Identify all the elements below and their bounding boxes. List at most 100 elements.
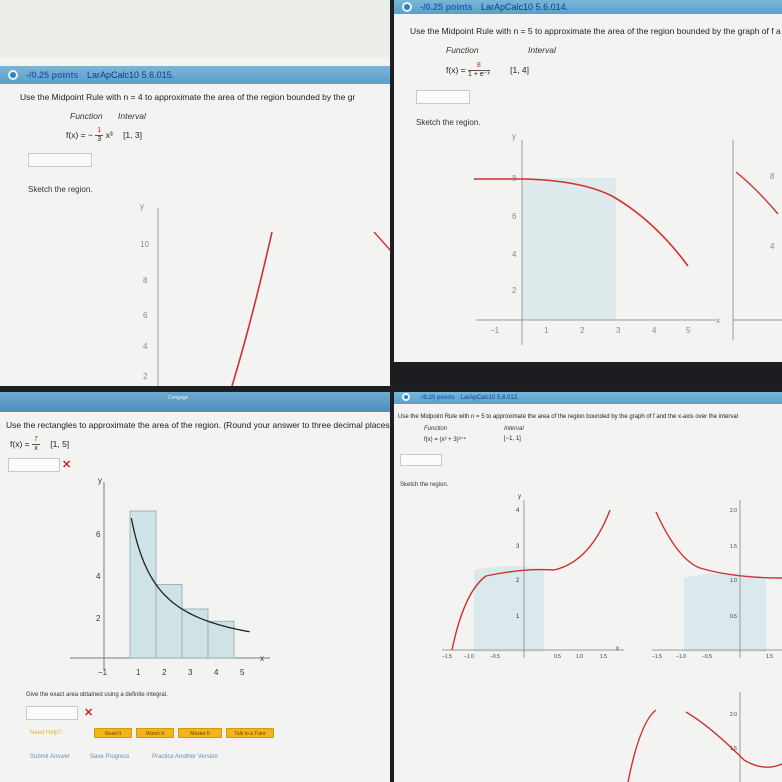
sketch-label: Sketch the region.	[400, 482, 449, 488]
interval-value: [1, 3]	[123, 129, 142, 140]
x-tick-neg1-5: −1.5	[442, 654, 452, 660]
submit-answer-link[interactable]: Submit Answer	[30, 754, 71, 760]
function-expression: f(x) = (x³ + 3)³ᐟ⁴	[424, 437, 466, 443]
y-tick-2: 2	[512, 286, 517, 295]
interval-value: [1, 4]	[510, 64, 530, 75]
interval-value: [1, 5]	[50, 438, 70, 449]
status-icon	[402, 2, 412, 12]
sketch-label: Sketch the region.	[28, 185, 93, 194]
x-tick-3: 3	[188, 668, 193, 677]
function-lhs: f(x) =	[10, 438, 30, 449]
x-tick-4: 4	[214, 668, 219, 677]
y-axis-label: y	[518, 494, 521, 500]
shaded-region	[522, 178, 616, 320]
x-tick-0-5: 0.5	[554, 654, 561, 660]
read-it-button[interactable]: Read It	[94, 728, 132, 738]
function-curve	[451, 509, 611, 651]
x-tick-3: 3	[616, 326, 621, 335]
y-tick-4: 4	[96, 572, 101, 581]
assignment-id: LarApCalc10 5.6.014.	[481, 2, 569, 12]
lower-y-tick-2-0: 2.0	[730, 712, 737, 718]
x-axis-label: x	[616, 646, 619, 652]
y-tick-4: 4	[512, 250, 517, 259]
x-tick-neg1-0: −1.0	[464, 654, 474, 660]
fraction-numerator: 1	[95, 127, 104, 136]
need-help-label: Need Help?	[30, 730, 62, 736]
header-strip: Cengage	[0, 392, 390, 412]
y-tick-4: 4	[516, 508, 520, 514]
panel-rectangle-approximation: Cengage Use the rectangles to approximat…	[0, 392, 390, 782]
fraction-numerator: 8	[467, 62, 490, 71]
x-tick-2: 2	[162, 668, 167, 677]
right-y-tick-1-0: 1.0	[730, 578, 737, 584]
neighbor-curve-fragment	[373, 231, 390, 251]
right-y-tick-0-5: 0.5	[730, 614, 737, 620]
question-prompt: Use the Midpoint Rule with n = 5 to appr…	[410, 26, 781, 36]
exact-area-prompt: Give the exact area obtained using a def…	[26, 692, 168, 698]
shaded-region	[474, 566, 544, 652]
adjacent-y-tick-8: 8	[770, 172, 775, 181]
rectangle-graph	[70, 482, 270, 670]
right-y-tick-2-0: 2.0	[730, 508, 737, 514]
right-x-tick-1-5: 1.5	[766, 654, 773, 660]
y-tick-2: 2	[143, 372, 148, 381]
question-prompt: Use the rectangles to approximate the ar…	[6, 420, 390, 430]
y-tick-3: 3	[516, 544, 520, 550]
question-prompt: Use the Midpoint Rule with n = 4 to appr…	[20, 92, 356, 102]
watch-it-button[interactable]: Watch It	[136, 728, 174, 738]
y-tick-1: 1	[516, 614, 520, 620]
points-label: -/0.25 points	[420, 2, 473, 12]
x-tick-4: 4	[652, 326, 657, 335]
function-rhs: x³	[105, 129, 113, 140]
right-y-tick-1-5: 1.5	[730, 544, 737, 550]
x-tick-neg1: −1	[490, 326, 500, 335]
master-it-button[interactable]: Master It	[178, 728, 222, 738]
sketch-graph[interactable]	[394, 0, 782, 362]
function-header: Function	[70, 111, 103, 121]
answer-input[interactable]	[416, 90, 470, 104]
exact-area-input[interactable]	[26, 706, 78, 720]
x-tick-neg0-5: −0.5	[490, 654, 500, 660]
x-axis-label: x	[260, 654, 264, 663]
sketch-label: Sketch the region.	[416, 118, 481, 127]
y-tick-4: 4	[143, 342, 148, 351]
answer-input[interactable]	[8, 458, 60, 472]
x-tick-2: 2	[580, 326, 585, 335]
points-label: -/0.25 points	[26, 70, 79, 80]
sketch-graph[interactable]	[0, 0, 390, 386]
answer-input[interactable]	[400, 454, 442, 466]
adjacent-curve	[735, 171, 779, 215]
talk-to-tutor-button[interactable]: Talk to a Tutor	[226, 728, 274, 738]
approx-rectangle	[207, 620, 235, 659]
question-header-bar: -/0.25 points LarApCalc10 5.6.015.	[0, 66, 390, 84]
answer-input[interactable]	[28, 153, 92, 167]
right-x-tick-neg1-5: −1.5	[652, 654, 662, 660]
function-lhs: f(x) = −	[66, 129, 93, 140]
y-axis-label: y	[140, 202, 144, 211]
interval-header: Interval	[528, 45, 556, 55]
right-function-curve	[655, 511, 782, 579]
y-tick-8: 8	[512, 174, 517, 183]
function-curve	[231, 231, 273, 386]
x-tick-5: 5	[240, 668, 245, 677]
y-axis-label: y	[98, 476, 102, 485]
lower-y-tick-1-5: 1.5	[730, 746, 737, 752]
x-tick-1-0: 1.0	[576, 654, 583, 660]
adjacent-y-tick-4: 4	[770, 242, 775, 251]
page-top-blank	[0, 0, 390, 58]
lower-curve	[627, 709, 782, 782]
x-axis-label: x	[716, 316, 720, 325]
practice-another-link[interactable]: Practice Another Version	[152, 754, 218, 760]
fraction-numerator: 7	[31, 436, 40, 445]
save-progress-link[interactable]: Save Progress	[90, 754, 130, 760]
y-tick-6: 6	[143, 311, 148, 320]
status-icon	[8, 70, 18, 80]
sketch-graph[interactable]	[394, 392, 782, 782]
panel-problem-5-6-015: -/0.25 points LarApCalc10 5.6.015. Use t…	[0, 0, 390, 386]
fraction-denominator: x	[34, 445, 38, 452]
